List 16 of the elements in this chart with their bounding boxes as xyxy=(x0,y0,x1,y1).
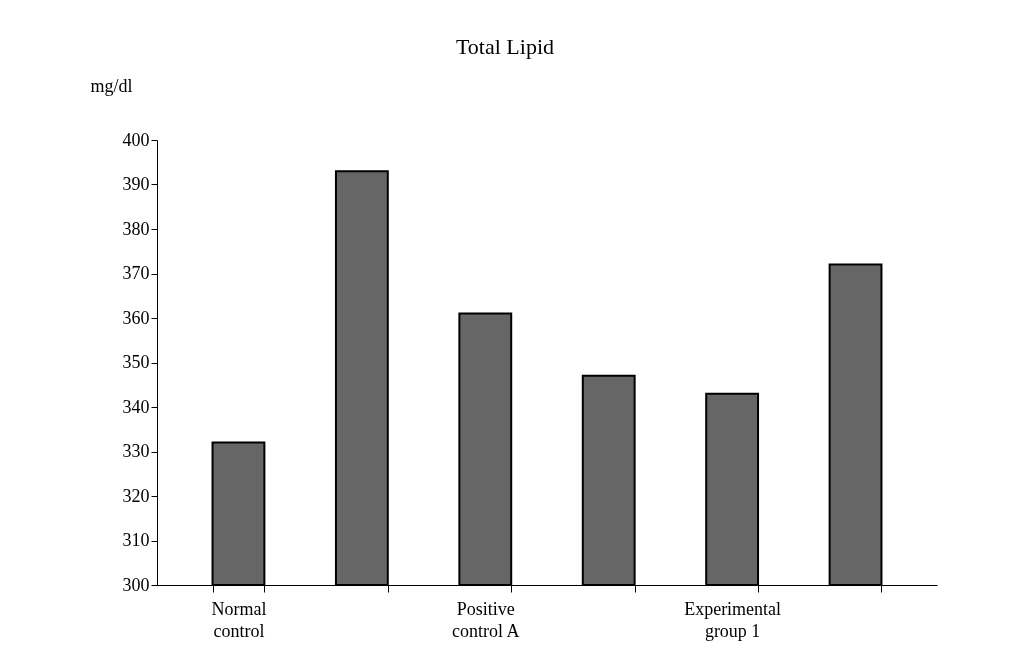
y-axis-title: mg/dl xyxy=(90,75,133,96)
y-tick-label: 340 xyxy=(122,396,150,417)
chart-title: Total Lipid xyxy=(455,34,555,59)
y-tick-label: 320 xyxy=(122,485,150,506)
y-tick-label: 370 xyxy=(122,263,150,283)
y-tick-label: 390 xyxy=(122,174,150,194)
y-tick-label: 330 xyxy=(122,441,150,461)
y-tick-label: 380 xyxy=(122,218,150,239)
y-tick-label: 360 xyxy=(122,307,150,328)
y-tick-label: 400 xyxy=(122,129,150,150)
y-tick-label: 300 xyxy=(122,574,150,595)
y-tick-label: 350 xyxy=(122,352,150,372)
x-tick-label: Experimental group 1 xyxy=(684,598,782,641)
y-tick-label: 310 xyxy=(122,530,150,550)
x-tick-label: Normal control xyxy=(211,598,267,641)
x-tick-label: Positive control A xyxy=(452,598,520,641)
